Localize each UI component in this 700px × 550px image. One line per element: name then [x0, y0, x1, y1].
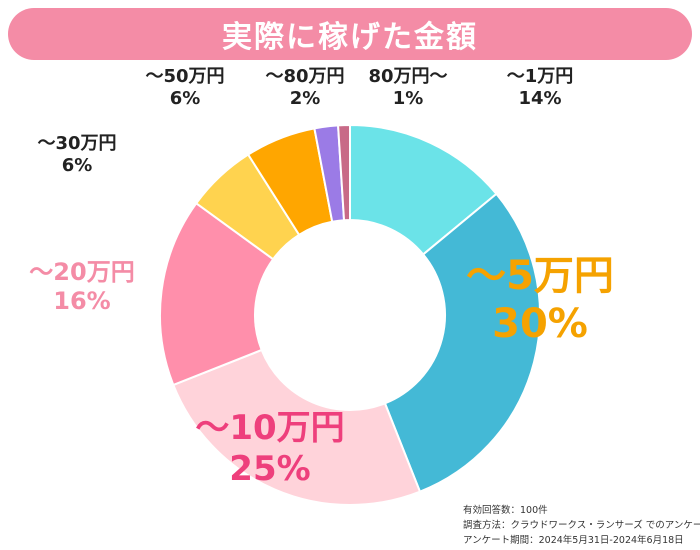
category-label: ～20万円	[29, 258, 135, 286]
slice-3	[172, 348, 422, 506]
slice-label-1: ～1万円 14%	[440, 66, 640, 109]
category-label: 80万円～	[368, 66, 448, 87]
percent-label: 14%	[518, 87, 562, 109]
slice-label-2: ～5万円 30%	[440, 252, 640, 348]
slice-label-4: ～20万円 16%	[0, 258, 182, 316]
percent-label: 2%	[289, 87, 321, 109]
slice-label-3: ～10万円 25%	[170, 408, 370, 490]
survey-footnote: 有効回答数：100件 調査方法：クラウドワークス・ランサーズ でのアンケート ア…	[463, 503, 700, 548]
percent-label: 25%	[229, 448, 311, 489]
slice-label-8: 80万円～ 1%	[308, 66, 508, 109]
category-label: ～10万円	[195, 408, 345, 448]
category-label: ～5万円	[466, 253, 614, 299]
slice-label-7: ～80万円 2%	[205, 66, 405, 109]
category-label: ～50万円	[145, 66, 225, 87]
category-label: ～80万円	[265, 66, 345, 87]
slice-8	[337, 123, 351, 222]
category-label: ～30万円	[37, 133, 117, 154]
footnote-period: アンケート期間：2024年5月31日‐2024年6月18日	[463, 535, 684, 546]
slice-label-6: ～50万円 6%	[85, 66, 285, 109]
chart-title: 実際に稼げた金額	[222, 20, 478, 55]
percent-label: 30%	[492, 301, 588, 347]
category-label: ～1万円	[506, 66, 574, 87]
footnote-method: 調査方法：クラウドワークス・ランサーズ でのアンケート	[463, 520, 700, 531]
percent-label: 16%	[53, 286, 111, 315]
percent-label: 6%	[169, 87, 201, 109]
footnote-responses: 有効回答数：100件	[463, 505, 548, 516]
slice-label-5: ～30万円 6%	[0, 133, 177, 176]
slice-2	[383, 192, 541, 493]
percent-label: 1%	[392, 87, 424, 109]
slice-4	[159, 201, 275, 387]
title-banner: 実際に稼げた金額	[8, 8, 692, 60]
percent-label: 6%	[61, 154, 93, 176]
